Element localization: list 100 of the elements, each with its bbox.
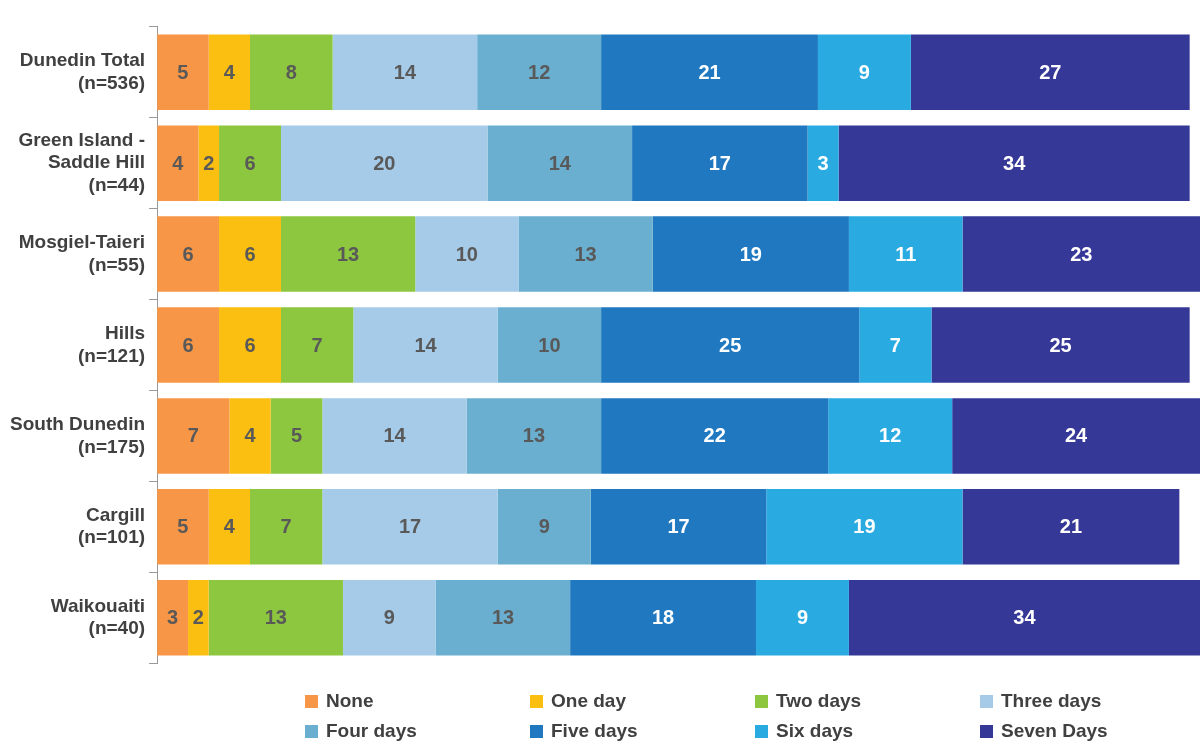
y-tick-label: Dunedin Total (n=536): [19, 49, 146, 93]
data-label: 12: [879, 424, 902, 447]
data-label: 13: [336, 242, 360, 265]
bar: [601, 307, 860, 383]
bar: [219, 125, 281, 201]
bar: [962, 216, 1200, 292]
data-label: 5: [290, 424, 303, 447]
bar: [157, 307, 220, 383]
legend-label: Two days: [776, 690, 862, 712]
bar: [570, 580, 756, 656]
bar: [353, 307, 498, 383]
data-label: 14: [383, 424, 407, 447]
data-label: 17: [708, 151, 731, 174]
bar: [601, 398, 829, 474]
bar: [828, 398, 953, 474]
legend-label: None: [326, 690, 374, 712]
bar: [848, 580, 1200, 656]
data-label: 25: [719, 333, 742, 356]
data-label: 7: [889, 333, 901, 356]
data-label: 13: [264, 606, 287, 629]
bar: [807, 125, 839, 201]
data-label: 34: [1003, 151, 1027, 174]
bar: [157, 489, 209, 565]
bar: [859, 307, 932, 383]
bar: [322, 398, 467, 474]
legend-label: Three days: [1001, 690, 1102, 712]
y-tick-label: Green Island - Saddle Hill (n=44): [18, 128, 146, 196]
data-label: 27: [1039, 60, 1062, 83]
data-label: 5: [177, 515, 189, 538]
bar: [270, 398, 323, 474]
bar: [208, 489, 251, 565]
bar: [415, 216, 519, 292]
bar: [188, 580, 209, 656]
bar: [281, 307, 354, 383]
data-label: 17: [667, 515, 690, 538]
data-label: 25: [1049, 333, 1072, 356]
data-label: 6: [244, 242, 256, 265]
data-label: 4: [223, 515, 236, 538]
data-label: 14: [414, 333, 438, 356]
legend-label: Four days: [326, 720, 417, 742]
data-label: 7: [187, 424, 199, 447]
bar: [848, 216, 963, 292]
data-label: 17: [398, 515, 422, 538]
data-label: 18: [651, 606, 675, 629]
bar: [208, 580, 343, 656]
data-label: 10: [538, 333, 561, 356]
bar: [435, 580, 571, 656]
data-label: 4: [223, 60, 236, 83]
data-label: 34: [1013, 606, 1037, 629]
bar: [157, 125, 199, 201]
bar: [157, 580, 189, 656]
bar: [281, 216, 416, 292]
legend-label: One day: [551, 690, 626, 712]
data-label: 14: [548, 151, 572, 174]
y-tick-label: Cargill (n=101): [78, 503, 146, 548]
data-label: 22: [703, 424, 726, 447]
y-tick-label: Mosgiel-Taieri (n=55): [18, 230, 146, 275]
bar: [342, 580, 436, 656]
bar: [652, 216, 849, 292]
data-label: 10: [455, 242, 478, 265]
data-label: 9: [383, 606, 395, 629]
data-label: 13: [491, 606, 515, 629]
bar: [198, 125, 220, 201]
legend-label: Five days: [551, 720, 638, 742]
bar: [322, 489, 498, 565]
data-label: 20: [373, 151, 396, 174]
bar: [817, 34, 911, 110]
data-label: 5: [177, 60, 189, 83]
data-label: 3: [817, 151, 829, 174]
data-label: 4: [244, 424, 257, 447]
bar: [250, 34, 333, 110]
bar: [477, 34, 602, 110]
data-label: 6: [244, 333, 256, 356]
legend-label: Seven Days: [1001, 720, 1108, 742]
data-label: 19: [853, 515, 876, 538]
data-label: 7: [280, 515, 292, 538]
data-label: 9: [796, 606, 809, 629]
bar: [518, 216, 653, 292]
data-label: 6: [182, 242, 194, 265]
data-label: 12: [528, 60, 551, 83]
bar: [838, 125, 1190, 201]
data-label: 9: [858, 60, 870, 83]
data-label: 24: [1064, 424, 1089, 447]
bar: [281, 125, 488, 201]
bar: [250, 489, 323, 565]
data-label: 19: [739, 242, 762, 265]
y-tick-label: Hills (n=121): [78, 321, 146, 366]
bar: [497, 489, 591, 565]
bar: [157, 216, 220, 292]
data-label: 13: [522, 424, 546, 447]
bar: [766, 489, 963, 565]
bar: [601, 34, 818, 110]
bar: [755, 580, 849, 656]
data-label: 21: [1059, 515, 1083, 538]
data-label: 23: [1070, 242, 1093, 265]
data-label: 7: [311, 333, 323, 356]
data-label: 4: [172, 151, 185, 174]
data-label: 8: [285, 60, 297, 83]
bar: [590, 489, 767, 565]
bar: [157, 34, 209, 110]
